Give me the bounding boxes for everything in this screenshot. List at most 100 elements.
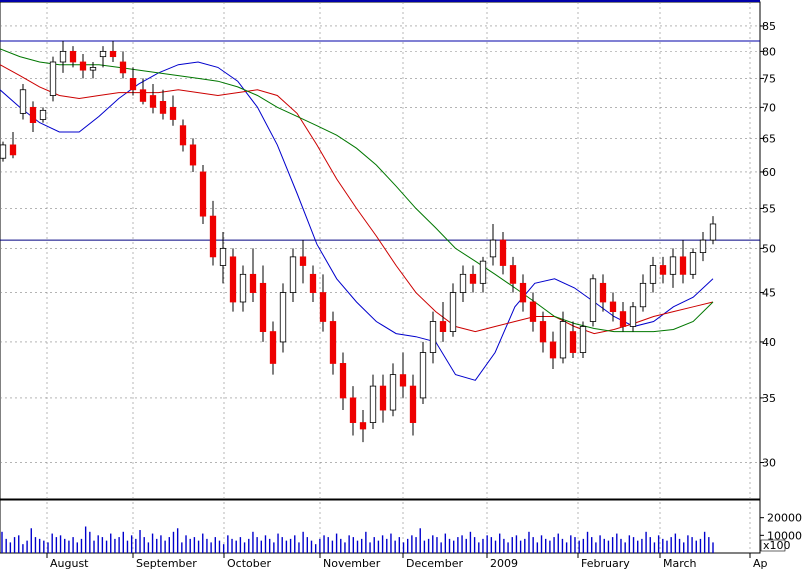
candle-body: [699, 239, 707, 254]
candle-body: [649, 265, 657, 284]
price-panel-frame: [0, 1, 761, 500]
candle-body: [309, 273, 317, 293]
candle-body: [29, 106, 37, 123]
candle-body: [189, 144, 197, 166]
candle-body: [429, 321, 437, 353]
candle-body: [369, 385, 377, 423]
price-tick-label: 80: [762, 45, 776, 58]
candle-body: [589, 278, 597, 322]
candle-body: [249, 273, 257, 293]
candle-body: [399, 374, 407, 387]
candle-body: [89, 66, 97, 71]
candle-body: [469, 273, 477, 284]
candle-body: [49, 61, 57, 96]
candle-body: [99, 50, 107, 58]
candle-body: [119, 61, 127, 74]
candle-body: [479, 260, 487, 284]
candle-body: [259, 282, 267, 332]
price-tick-label: 45: [762, 287, 776, 300]
candle-body: [509, 265, 517, 284]
price-tick-label: 35: [762, 392, 776, 405]
candle-body: [349, 397, 357, 423]
candle-body: [579, 326, 587, 353]
candle-body: [449, 292, 457, 332]
candle-body: [209, 215, 217, 258]
candle-body: [69, 50, 77, 63]
price-tick-label: 65: [762, 132, 776, 145]
month-label: August: [50, 557, 89, 569]
month-label: December: [406, 557, 464, 569]
candle-body: [79, 61, 87, 71]
candle-body: [689, 252, 697, 275]
month-label: February: [581, 557, 630, 569]
candle-body: [299, 256, 307, 266]
price-tick-label: 40: [762, 336, 776, 349]
price-tick-label: 50: [762, 242, 776, 255]
volume-tick-label: 20000: [767, 512, 802, 525]
candle-body: [229, 256, 237, 303]
candle-body: [239, 273, 247, 303]
month-label: Ap: [753, 557, 768, 569]
moving-average-line: [0, 48, 714, 333]
candle-body: [539, 321, 547, 343]
price-tick-label: 85: [762, 20, 776, 33]
price-tick-label: 55: [762, 202, 776, 215]
candle-body: [19, 89, 27, 114]
candle-body: [169, 106, 177, 120]
candle-body: [319, 292, 327, 322]
candle-body: [459, 273, 467, 293]
price-tick-label: 30: [762, 457, 776, 470]
candle-body: [559, 321, 567, 359]
moving-average-line: [0, 64, 714, 335]
candle-body: [489, 239, 497, 258]
candle-body: [519, 282, 527, 303]
candle-body: [199, 171, 207, 217]
candle-body: [419, 352, 427, 399]
candle-body: [409, 385, 417, 423]
candle-body: [159, 101, 167, 114]
candle-body: [59, 50, 67, 63]
candle-body: [279, 292, 287, 343]
candle-body: [389, 374, 397, 411]
candle-body: [709, 223, 717, 241]
candle-body: [639, 282, 647, 308]
month-label: November: [323, 557, 381, 569]
candle-body: [149, 95, 157, 108]
candle-body: [629, 306, 637, 327]
candle-body: [129, 78, 137, 91]
candle-body: [359, 422, 367, 430]
month-label: March: [663, 557, 697, 569]
price-tick-label: 70: [762, 101, 776, 114]
candle-body: [139, 89, 147, 102]
candle-body: [669, 256, 677, 275]
price-tick-label: 75: [762, 72, 776, 85]
volume-multiplier-label: x100: [763, 539, 791, 552]
candle-body: [609, 301, 617, 313]
candle-body: [339, 363, 347, 399]
candle-body: [379, 385, 387, 411]
candle-body: [619, 311, 627, 327]
candle-body: [179, 125, 187, 146]
candle-body: [439, 321, 447, 332]
candle-body: [679, 256, 687, 275]
candle-body: [659, 265, 667, 275]
candle-body: [569, 331, 577, 353]
candle-body: [39, 109, 47, 120]
candle-body: [549, 341, 557, 359]
candle-body: [329, 321, 337, 364]
candle-body: [219, 247, 227, 266]
candle-body: [499, 239, 507, 266]
candle-body: [599, 282, 607, 303]
month-label: 2009: [490, 557, 518, 569]
candle-body: [269, 331, 277, 364]
candle-body: [9, 144, 17, 156]
volume-tick-label: 10000: [767, 529, 802, 542]
candle-body: [529, 301, 537, 322]
volume-multiplier-box: [760, 539, 786, 552]
month-label: September: [136, 557, 197, 569]
month-label: October: [227, 557, 271, 569]
candle-body: [109, 50, 117, 58]
candle-body: [0, 144, 7, 159]
